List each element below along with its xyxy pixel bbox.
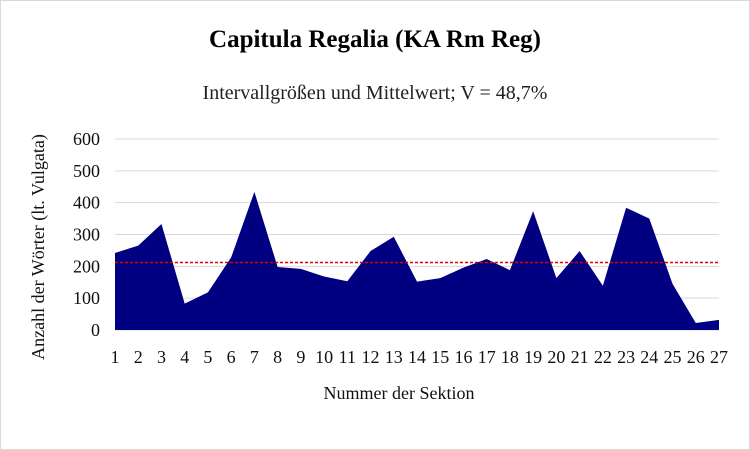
x-tick-label: 1 xyxy=(111,347,120,367)
x-tick-label: 16 xyxy=(454,347,472,367)
y-tick-label: 500 xyxy=(73,161,100,181)
y-tick-label: 400 xyxy=(73,193,100,213)
x-tick-label: 21 xyxy=(571,347,589,367)
chart-title: Capitula Regalia (KA Rm Reg) xyxy=(209,26,541,53)
x-tick-label: 2 xyxy=(134,347,143,367)
x-tick-label: 25 xyxy=(664,347,682,367)
x-tick-label: 23 xyxy=(617,347,635,367)
x-tick-label: 3 xyxy=(157,347,166,367)
area-fill xyxy=(115,191,719,330)
y-tick-label: 0 xyxy=(91,320,100,340)
x-tick-label: 24 xyxy=(640,347,658,367)
x-tick-label: 13 xyxy=(385,347,403,367)
area-series xyxy=(114,191,720,330)
x-tick-label: 10 xyxy=(315,347,333,367)
chart-subtitle: Intervallgrößen und Mittelwert; V = 48,7… xyxy=(202,82,548,104)
x-tick-label: 19 xyxy=(524,347,542,367)
x-tick-label: 5 xyxy=(203,347,212,367)
y-tick-label: 600 xyxy=(73,129,100,149)
y-tick-labels: 0 100 200 300 400 500 600 xyxy=(73,129,100,340)
x-tick-label: 15 xyxy=(431,347,449,367)
x-axis-title: Nummer der Sektion xyxy=(324,383,475,403)
x-tick-labels: 1 2 3 4 5 6 7 8 9 10 11 12 13 14 15 16 17 18 19 20 21 22 23 24 2… xyxy=(111,347,729,367)
x-tick-label: 7 xyxy=(250,347,259,367)
x-tick-label: 26 xyxy=(687,347,705,367)
x-tick-label: 20 xyxy=(547,347,565,367)
y-tick-label: 200 xyxy=(73,256,100,276)
x-tick-label: 11 xyxy=(339,347,356,367)
x-tick-label: 4 xyxy=(180,347,189,367)
x-tick-label: 12 xyxy=(362,347,380,367)
x-tick-label: 8 xyxy=(273,347,282,367)
x-tick-label: 6 xyxy=(227,347,236,367)
x-tick-label: 22 xyxy=(594,347,612,367)
x-tick-label: 14 xyxy=(408,347,426,367)
x-tick-label: 17 xyxy=(478,347,496,367)
y-tick-label: 100 xyxy=(73,288,100,308)
x-tick-label: 27 xyxy=(710,347,728,367)
y-axis-title: Anzahl der Wörter (lt. Vulgata) xyxy=(28,134,49,360)
x-tick-label: 9 xyxy=(296,347,305,367)
x-tick-label: 18 xyxy=(501,347,519,367)
y-tick-label: 300 xyxy=(73,225,100,245)
